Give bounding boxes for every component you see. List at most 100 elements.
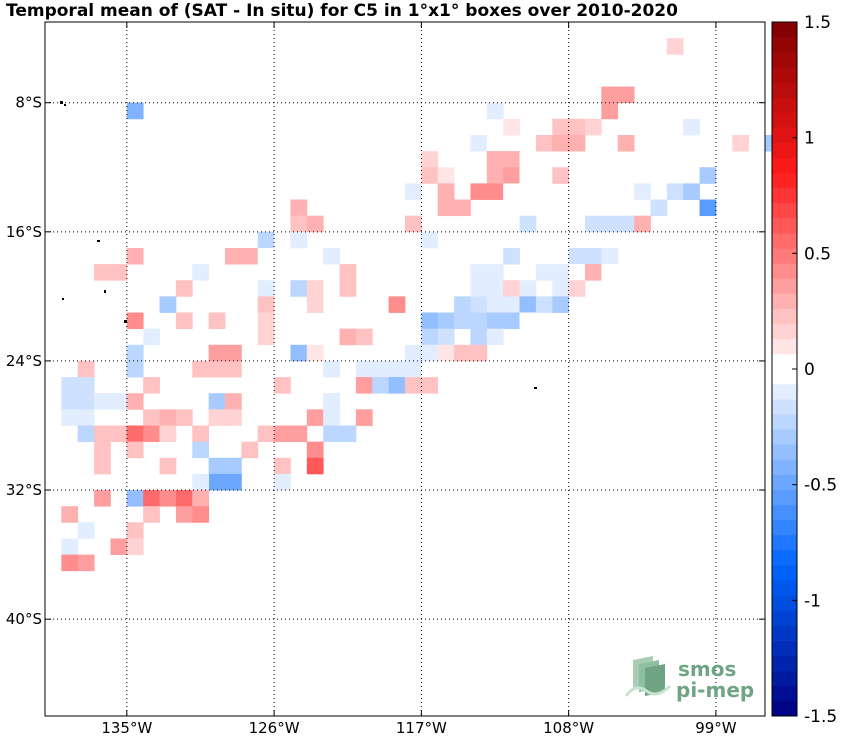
- colorbar-segment: [772, 127, 797, 143]
- colorbar-segment: [772, 22, 797, 38]
- data-cell: [192, 360, 210, 378]
- data-cell: [126, 344, 144, 362]
- data-cell: [143, 328, 160, 346]
- colorbar-segment: [772, 203, 797, 219]
- data-cell: [192, 473, 210, 491]
- data-cell: [77, 393, 95, 410]
- island-mark: [104, 290, 106, 293]
- data-cell: [126, 247, 144, 265]
- y-tick-label: 8°S: [15, 94, 42, 112]
- data-cell: [306, 296, 324, 313]
- colorbar-segment: [772, 67, 797, 83]
- data-cell: [503, 280, 520, 297]
- colorbar-segment: [772, 233, 797, 249]
- data-cell: [454, 296, 471, 313]
- graticule-layer: [45, 22, 765, 716]
- data-cell: [143, 425, 160, 443]
- data-cell: [274, 457, 291, 475]
- colorbar-segment: [772, 534, 797, 551]
- data-cell: [470, 264, 488, 281]
- data-cell: [290, 280, 308, 297]
- colorbar-segment: [772, 142, 797, 159]
- data-cell: [355, 360, 373, 378]
- data-cell: [519, 280, 537, 297]
- data-cell: [666, 134, 684, 152]
- colorbar-segment: [772, 399, 797, 415]
- data-cell: [339, 280, 357, 297]
- data-cell: [503, 247, 520, 265]
- data-cell: [666, 38, 684, 55]
- data-cell: [323, 409, 340, 426]
- data-cell: [159, 457, 177, 475]
- colorbar-segment: [772, 459, 797, 475]
- data-cell: [257, 312, 275, 330]
- colorbar-tick-label: -1.5: [804, 707, 837, 727]
- data-cell: [421, 312, 439, 330]
- data-cell: [470, 344, 488, 362]
- data-cell: [486, 328, 504, 346]
- data-cell: [175, 506, 193, 523]
- data-cell: [306, 280, 324, 297]
- data-cell: [405, 377, 422, 394]
- data-cell: [699, 167, 717, 184]
- data-cell: [175, 490, 193, 507]
- colorbar-segment: [772, 112, 797, 128]
- colorbar-segment: [772, 384, 797, 400]
- data-cell: [552, 296, 570, 313]
- data-cell: [290, 199, 308, 217]
- colorbar-segment: [772, 97, 797, 113]
- colorbar-segment: [772, 52, 797, 68]
- data-cell: [437, 312, 455, 330]
- colorbar-segment: [772, 248, 797, 264]
- data-cell: [519, 312, 537, 330]
- data-cell: [77, 425, 95, 443]
- data-cell: [486, 151, 504, 168]
- data-cell: [552, 264, 570, 281]
- colorbar-segment: [772, 293, 797, 309]
- data-cell: [486, 134, 504, 152]
- data-cell: [159, 296, 177, 313]
- colorbar-segment: [772, 519, 797, 536]
- data-cell: [732, 134, 750, 152]
- islands-layer: [60, 101, 537, 389]
- colorbar-segment: [772, 504, 797, 521]
- data-cell: [290, 215, 308, 233]
- data-cell: [126, 102, 144, 120]
- map-frame: [44, 21, 766, 717]
- data-cell: [486, 102, 504, 120]
- data-cell: [617, 134, 635, 152]
- data-cell: [225, 344, 242, 362]
- data-cell: [503, 312, 520, 330]
- colorbar-segment: [772, 353, 797, 370]
- colorbar-segment: [772, 580, 797, 596]
- data-cell: [192, 441, 210, 459]
- data-cell: [257, 231, 275, 249]
- data-cell: [601, 247, 619, 265]
- y-tick-label: 32°S: [6, 481, 42, 499]
- colorbar-tick-label: 0.5: [804, 244, 831, 264]
- colorbar-segment: [772, 369, 797, 385]
- colorbar-segment: [772, 187, 797, 204]
- y-tick-label: 40°S: [6, 610, 42, 628]
- data-cell: [437, 344, 455, 362]
- data-cell: [568, 280, 586, 297]
- data-cell: [339, 264, 357, 281]
- colorbar-segment: [772, 565, 797, 581]
- data-cell: [290, 344, 308, 362]
- data-cell: [568, 247, 586, 265]
- data-cell: [601, 102, 619, 120]
- data-cell: [143, 490, 160, 507]
- data-cell: [208, 473, 226, 491]
- data-cell: [372, 360, 390, 378]
- data-cell: [634, 215, 651, 233]
- data-cell: [159, 425, 177, 443]
- data-cell: [503, 167, 520, 184]
- data-cell: [454, 344, 471, 362]
- colorbar-tick-label: -1: [804, 591, 821, 611]
- data-cell: [110, 538, 128, 556]
- data-cell: [486, 183, 504, 200]
- colorbar-segment: [772, 263, 797, 279]
- data-cell: [94, 425, 111, 443]
- data-cell: [454, 199, 471, 217]
- data-cell: [568, 134, 586, 152]
